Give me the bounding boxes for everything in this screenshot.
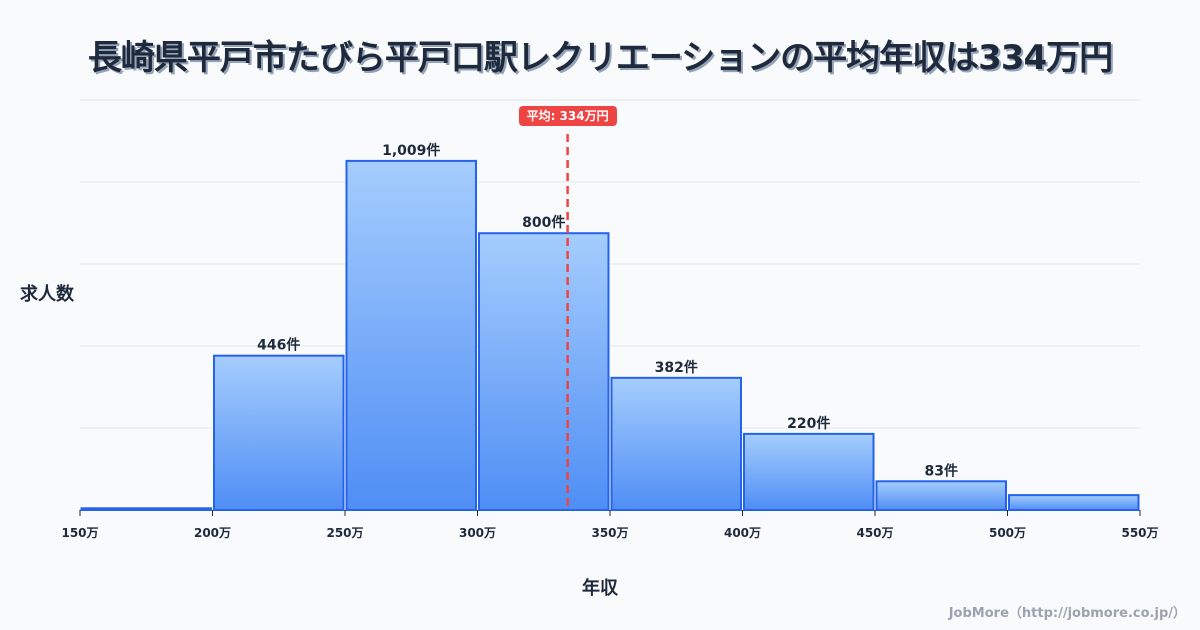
- histogram-bar: [80, 507, 212, 512]
- x-tick-label: 450万: [856, 526, 893, 540]
- source-credit: JobMore（http://jobmore.co.jp/）: [948, 606, 1186, 621]
- histogram-bar: [213, 354, 345, 512]
- x-tick-label: 550万: [1121, 526, 1158, 540]
- histogram-bar: [875, 480, 1007, 512]
- chart-title: 長崎県平戸市たびら平戸口駅レクリエーションの平均年収は334万円: [87, 38, 1113, 78]
- x-tick-label: 500万: [989, 526, 1026, 540]
- bar-value-label: 83件: [925, 462, 958, 479]
- x-axis-label: 年収: [582, 578, 618, 599]
- bar-value-label: 1,009件: [382, 142, 440, 159]
- x-tick-label: 250万: [326, 526, 363, 540]
- histogram-bar: [345, 159, 477, 512]
- x-tick-label: 300万: [459, 526, 496, 540]
- histogram-bar: [478, 232, 610, 511]
- x-tick-label: 400万: [724, 526, 761, 540]
- bar-value-label: 220件: [787, 415, 830, 432]
- x-tick-label: 200万: [194, 526, 231, 540]
- average-badge: 平均: 334万円: [518, 106, 617, 126]
- y-axis-label: 求人数: [20, 284, 74, 305]
- histogram-bar: [610, 376, 742, 512]
- bars: 446件 1,009件 800件 382件 220件 83件: [80, 142, 1140, 512]
- bar-value-label: 800件: [522, 214, 565, 231]
- histogram-bar: [1008, 494, 1140, 512]
- bar-value-label: 382件: [655, 359, 698, 376]
- bar-value-label: 446件: [257, 337, 300, 354]
- x-tick-label: 350万: [591, 526, 628, 540]
- x-tick-label: 150万: [61, 526, 98, 540]
- histogram-bar: [743, 432, 875, 512]
- x-axis: 150万 200万 250万 300万 350万 400万 450万 500万 550万: [61, 510, 1159, 540]
